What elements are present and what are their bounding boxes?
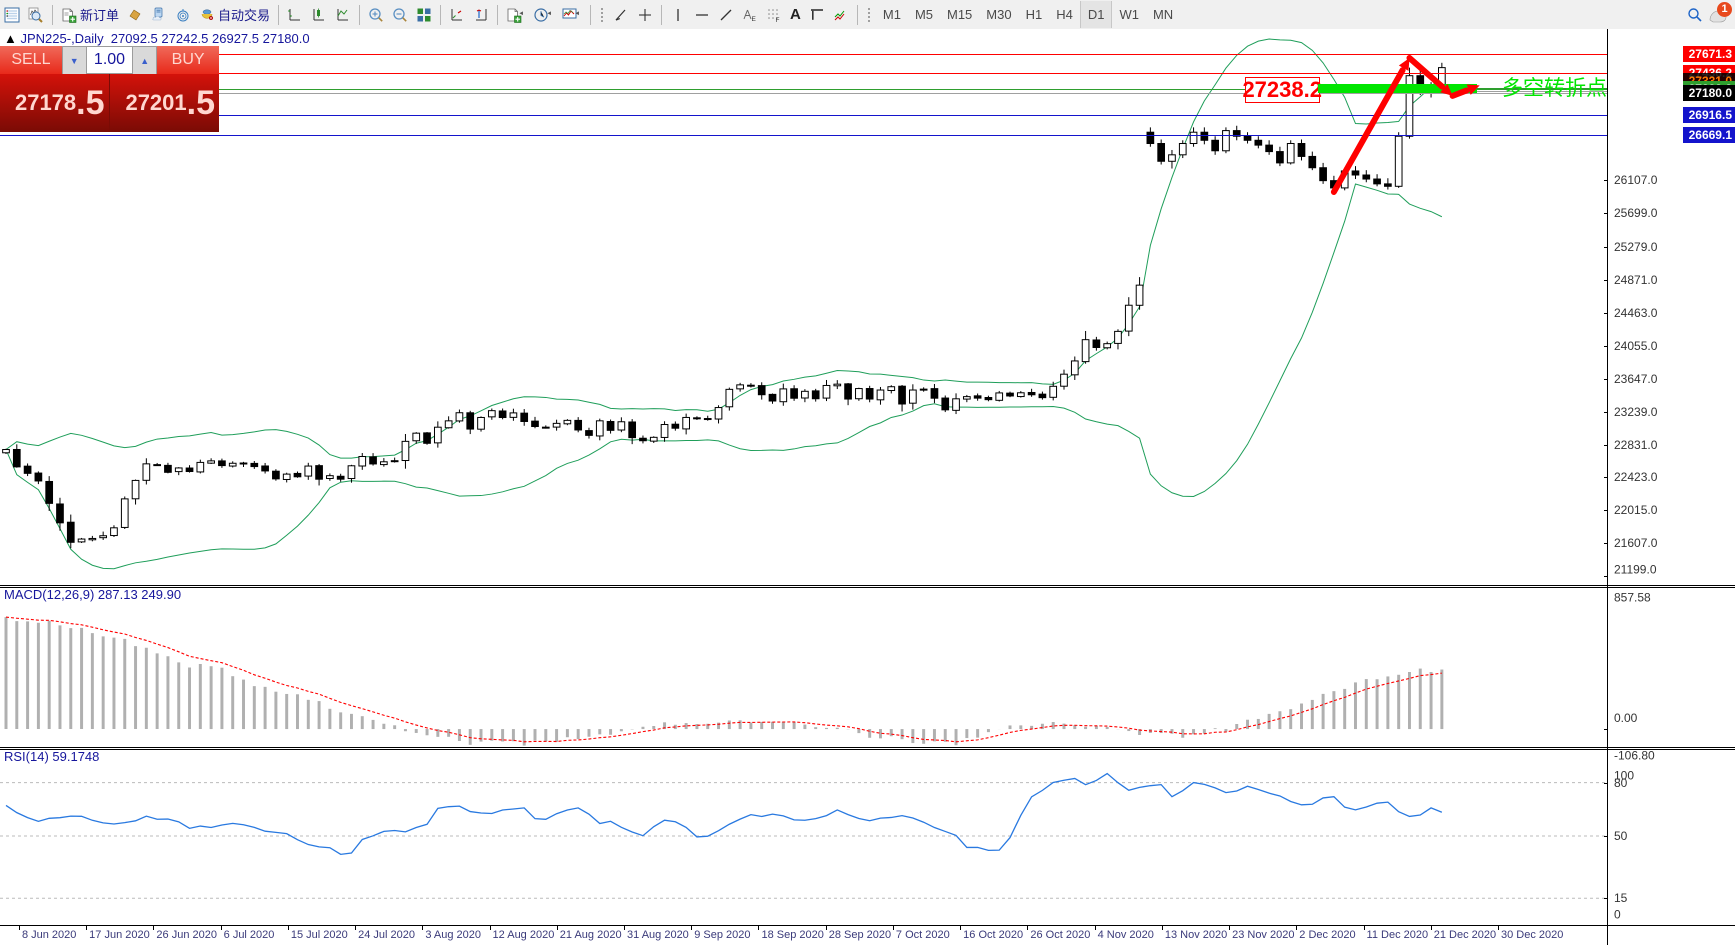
svg-text:E: E [752,16,757,23]
svg-text:F: F [776,17,780,23]
